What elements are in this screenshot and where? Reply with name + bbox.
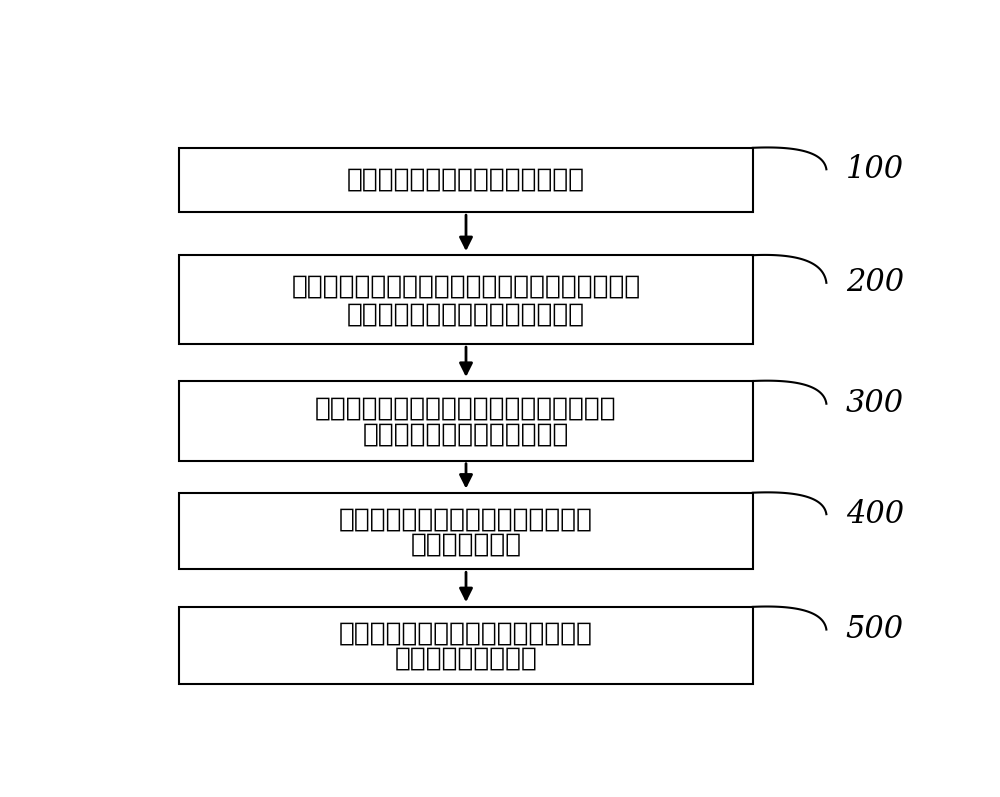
Text: 的不确定性表征: 的不确定性表征 <box>410 531 522 557</box>
FancyBboxPatch shape <box>179 607 753 684</box>
Text: 获取成矿信息的多个不确定性参数: 获取成矿信息的多个不确定性参数 <box>347 167 585 193</box>
FancyBboxPatch shape <box>179 493 753 569</box>
Text: 根据多个所述不确定性参数的函数表达采用: 根据多个所述不确定性参数的函数表达采用 <box>315 396 617 422</box>
Text: 500: 500 <box>846 614 904 645</box>
Text: 100: 100 <box>846 154 904 185</box>
Text: 200: 200 <box>846 267 904 298</box>
Text: 矿产潜力资源的矿区: 矿产潜力资源的矿区 <box>395 646 537 671</box>
FancyBboxPatch shape <box>179 255 753 344</box>
Text: 采用凸隶属函数表达多个所述不确定性参数，获得: 采用凸隶属函数表达多个所述不确定性参数，获得 <box>291 273 641 300</box>
Text: 证据的合成规则合成信任函数: 证据的合成规则合成信任函数 <box>363 422 569 447</box>
Text: 400: 400 <box>846 499 904 530</box>
Text: 多个所述不确定性参数的函数表达: 多个所述不确定性参数的函数表达 <box>347 302 585 328</box>
FancyBboxPatch shape <box>179 147 753 212</box>
Text: 根据所述成矿信息统一表征获取存在: 根据所述成矿信息统一表征获取存在 <box>339 621 593 646</box>
FancyBboxPatch shape <box>179 381 753 461</box>
Text: 根据所述信任函数计算所述成矿信息: 根据所述信任函数计算所述成矿信息 <box>339 507 593 532</box>
Text: 300: 300 <box>846 388 904 419</box>
